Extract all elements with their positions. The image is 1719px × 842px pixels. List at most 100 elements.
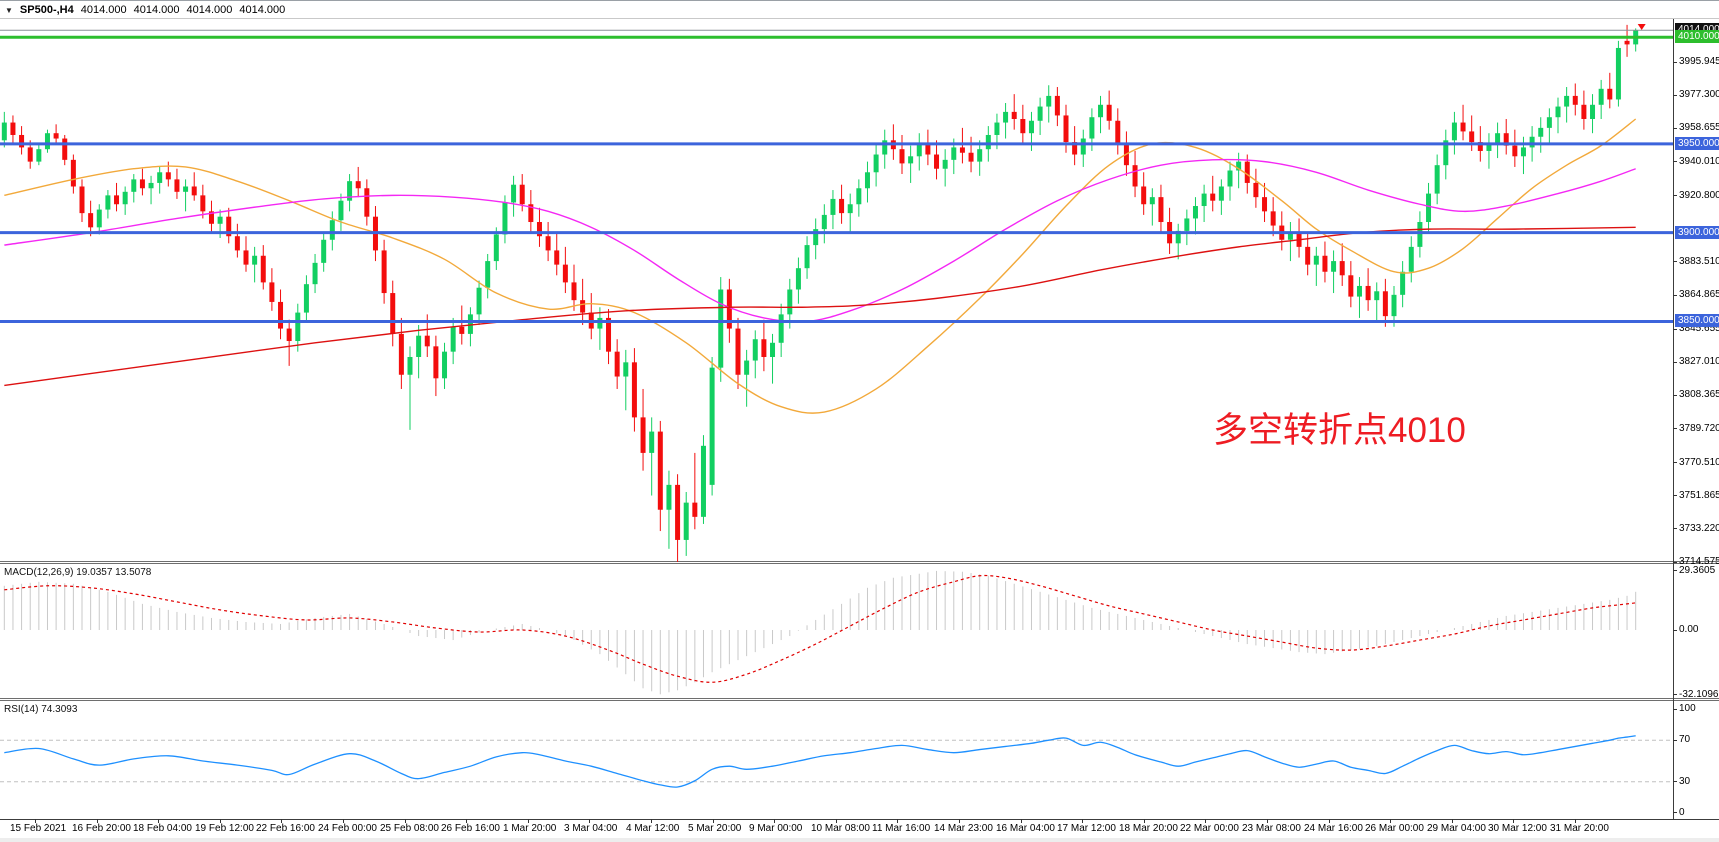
candle-body (1434, 165, 1440, 194)
candle-body (286, 328, 292, 342)
axis-tick (1673, 61, 1677, 63)
price-level-box: 4010.000 (1675, 30, 1719, 44)
sell-arrow-marker-icon (1637, 23, 1646, 30)
candle-body (511, 184, 517, 203)
time-tick (836, 819, 837, 823)
candle-body (1486, 143, 1492, 151)
candle-body (485, 261, 491, 288)
candle-body (1469, 131, 1475, 143)
candle-body (1538, 127, 1544, 137)
rsi-tick-label: 100 (1679, 703, 1696, 714)
candle-body (252, 255, 258, 265)
time-tick (1390, 819, 1391, 823)
candle-body (433, 346, 439, 379)
candle-body (1227, 170, 1233, 187)
main-price-chart[interactable] (0, 19, 1673, 562)
axis-tick (1673, 161, 1677, 163)
candle-body (243, 250, 249, 265)
candle-body (787, 289, 793, 315)
candle-body (1426, 193, 1432, 223)
candle-body (260, 255, 266, 283)
candle-body (355, 181, 361, 189)
candle-body (1615, 47, 1621, 100)
candle-body (1443, 140, 1449, 166)
axis-tick (1673, 328, 1677, 330)
pane-separator[interactable] (0, 563, 1719, 564)
candle-body (88, 213, 94, 228)
time-axis-line (0, 819, 1719, 820)
time-tick (1021, 819, 1022, 823)
candle-body (1391, 294, 1397, 317)
price-tick-label: 3808.365 (1679, 389, 1719, 401)
axis-tick (1673, 428, 1677, 430)
candle-body (1132, 165, 1138, 187)
candle-body (1037, 106, 1043, 121)
candle-body (338, 200, 344, 221)
time-tick (466, 819, 467, 823)
annotation-text[interactable]: 多空转折点4010 (1213, 411, 1466, 450)
candle-body (804, 245, 810, 269)
price-tick-label: 3977.300 (1679, 89, 1719, 101)
candle-body (1313, 255, 1319, 265)
candle-body (1400, 271, 1406, 295)
time-tick-label: 15 Feb 2021 (10, 823, 67, 834)
candle-body (1236, 161, 1242, 171)
candle-body (1417, 222, 1423, 247)
candle-body (347, 181, 353, 201)
candle-body (968, 152, 974, 162)
candle-body (1253, 182, 1259, 198)
candle-body (183, 186, 189, 192)
candle-body (821, 214, 827, 230)
candle-body (1141, 186, 1147, 205)
time-tick-label: 18 Feb 04:00 (133, 823, 192, 834)
axis-tick (1673, 561, 1677, 563)
candle-body (1262, 197, 1268, 212)
candle-body (1270, 211, 1276, 226)
macd-pane[interactable] (0, 564, 1673, 699)
candle-body (303, 284, 309, 313)
candle-body (795, 268, 801, 290)
candle-body (908, 156, 914, 164)
candle-body (1572, 95, 1578, 105)
time-tick (1082, 819, 1083, 823)
candle-body (312, 262, 318, 285)
macd-tick-label: 29.3605 (1679, 564, 1716, 576)
candle-body (1054, 95, 1060, 116)
candle-body (536, 222, 542, 237)
candle-body (925, 143, 931, 155)
candle-body (519, 184, 525, 205)
quote-high: 4014.000 (133, 4, 180, 16)
candle-body (856, 188, 862, 205)
candle-body (174, 179, 180, 192)
rsi-indicator-label: RSI(14) 74.3093 (4, 704, 78, 715)
axis-tick (1673, 570, 1677, 572)
price-tick-label: 3751.865 (1679, 489, 1719, 501)
candle-body (44, 133, 50, 150)
quote-low: 4014.000 (186, 4, 233, 16)
candle-body (1020, 118, 1026, 134)
pane-separator[interactable] (0, 700, 1719, 701)
candle-body (467, 314, 473, 334)
candle-body (623, 362, 629, 377)
time-tick-label: 9 Mar 00:00 (749, 823, 803, 834)
pane-separator[interactable] (0, 561, 1719, 562)
candle-body (683, 502, 689, 540)
pane-separator[interactable] (0, 698, 1719, 699)
candle-body (709, 367, 715, 485)
header-separator (0, 18, 1719, 19)
candle-body (381, 250, 387, 294)
price-axis-line (1673, 19, 1674, 819)
rsi-pane[interactable] (0, 701, 1673, 819)
collapse-chart-icon[interactable]: ▼ (5, 5, 13, 15)
candle-body (830, 198, 836, 215)
macd-signal-line (4, 574, 1636, 683)
candle-body (726, 289, 732, 329)
candle-body (977, 149, 983, 162)
time-tick (1452, 819, 1453, 823)
time-tick (281, 819, 282, 823)
candle-body (1175, 230, 1181, 244)
axis-tick (1673, 94, 1677, 96)
macd-tick-label: -32.1096 (1679, 688, 1719, 700)
candle-body (951, 147, 957, 160)
candle-body (442, 351, 448, 379)
